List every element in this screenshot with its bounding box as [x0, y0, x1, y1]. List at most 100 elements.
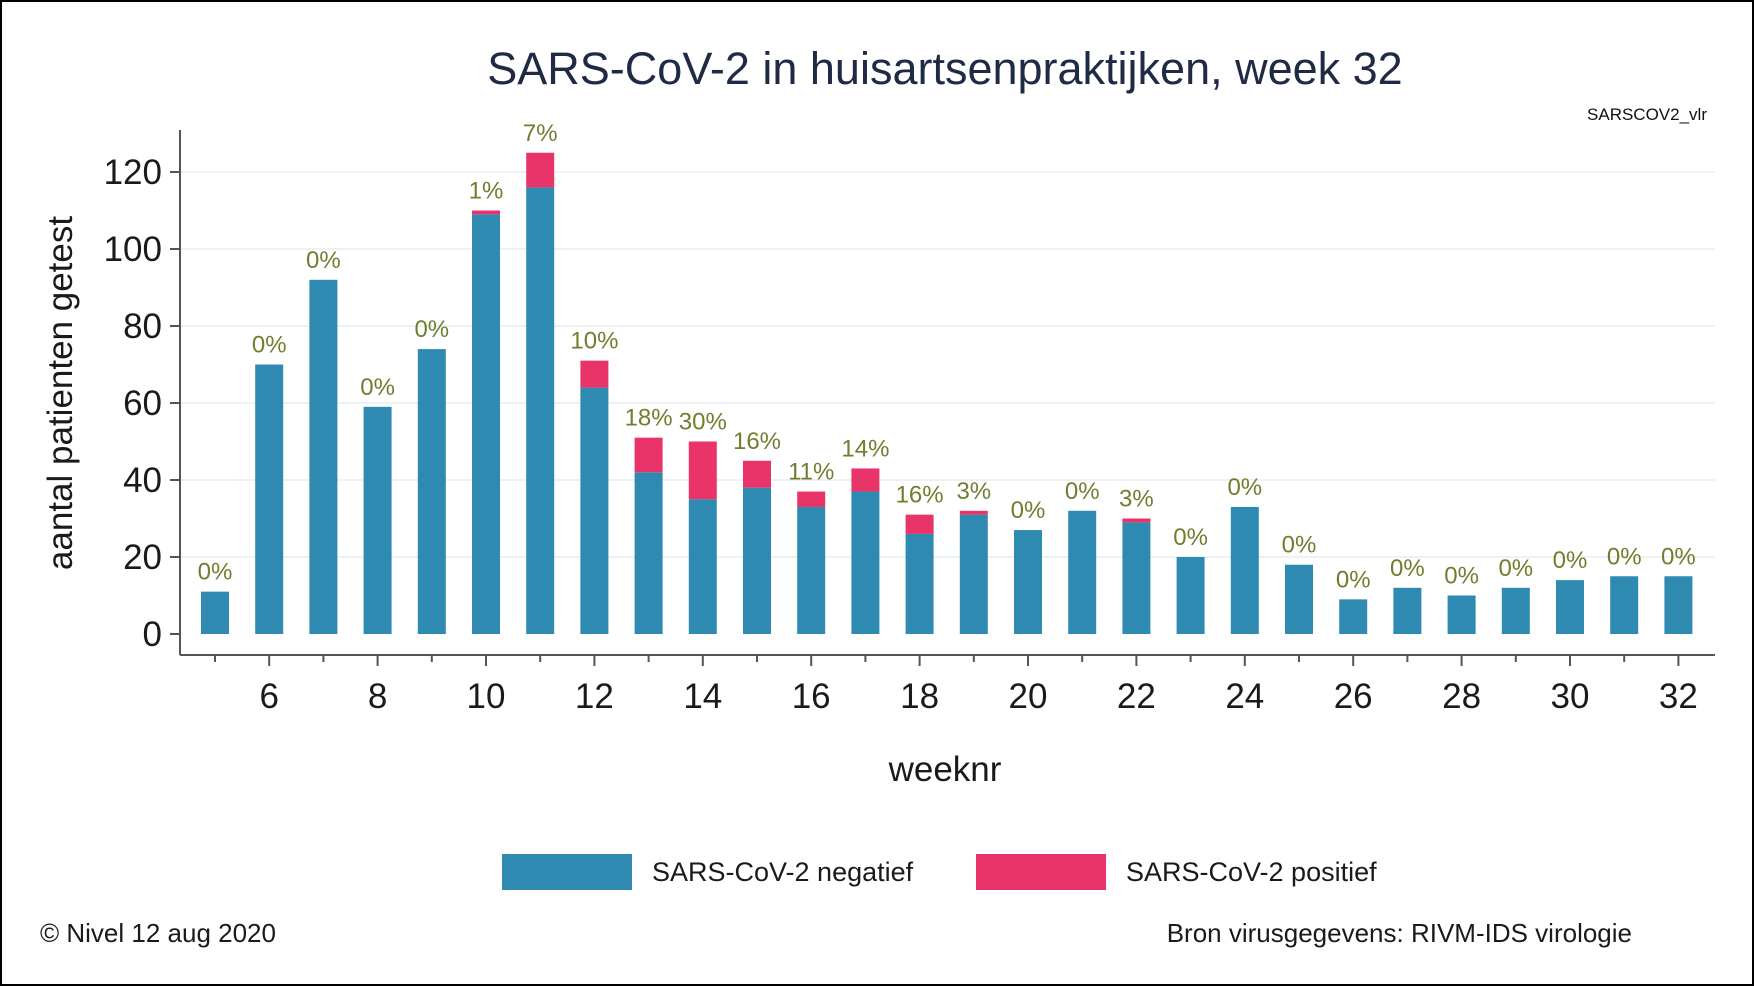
bar-negatief-week-18 — [905, 533, 934, 634]
y-tick-label: 120 — [104, 153, 162, 192]
bar-negatief-week-23 — [1176, 557, 1205, 634]
percent-label-week-31: 0% — [1607, 543, 1642, 570]
x-tick-label: 32 — [1659, 677, 1698, 716]
x-tick-label: 26 — [1334, 677, 1373, 716]
percent-label-week-6: 0% — [252, 332, 287, 359]
x-tick-labels: 6 8 10 12 14 16 18 20 22 24 26 28 30 32 — [259, 677, 1697, 716]
percent-label-week-7: 0% — [306, 247, 341, 274]
percent-labels-group: 0%0%0%0%0%1%7%10%18% 30%16%11%14%16% 3%0%0… — [198, 120, 1696, 594]
x-tick-label: 8 — [368, 677, 387, 716]
bar-positief-week-19 — [959, 510, 988, 515]
bar-negatief-week-21 — [1068, 510, 1097, 634]
percent-label-week-5: 0% — [198, 559, 233, 586]
percent-label-week-19: 3% — [956, 478, 991, 505]
bar-negatief-week-8 — [363, 406, 392, 634]
bar-negatief-week-25 — [1285, 564, 1313, 634]
footer-source: Bron virusgegevens: RIVM-IDS virologie — [1167, 918, 1632, 948]
x-tick-label: 28 — [1442, 677, 1481, 716]
bar-negatief-week-20 — [1014, 530, 1042, 634]
bar-negatief-week-30 — [1556, 580, 1584, 634]
percent-label-week-20: 0% — [1011, 497, 1046, 524]
legend-swatch-positief — [976, 854, 1106, 890]
bar-positief-week-18 — [905, 514, 934, 534]
y-tick-label: 20 — [123, 538, 162, 577]
bar-positief-week-12 — [580, 360, 609, 388]
legend-label-positief: SARS-CoV-2 positief — [1126, 857, 1377, 887]
x-tick-label: 14 — [683, 677, 722, 716]
bar-negatief-week-12 — [580, 387, 609, 634]
bar-positief-week-16 — [797, 491, 826, 507]
percent-label-week-32: 0% — [1661, 543, 1696, 570]
y-tick-label: 80 — [123, 307, 162, 346]
percent-label-week-10: 1% — [469, 178, 504, 205]
axes-group — [170, 130, 1715, 666]
bar-negatief-week-27 — [1393, 587, 1422, 634]
bar-negatief-week-10 — [472, 214, 500, 634]
percent-label-week-21: 0% — [1065, 478, 1100, 505]
x-tick-label: 16 — [792, 677, 831, 716]
bar-negatief-week-13 — [634, 472, 663, 634]
percent-label-week-29: 0% — [1498, 555, 1533, 582]
bar-negatief-week-14 — [688, 499, 717, 634]
x-tick-label: 24 — [1225, 677, 1264, 716]
legend: SARS-CoV-2 negatief SARS-CoV-2 positief — [502, 854, 1377, 890]
percent-label-week-28: 0% — [1444, 563, 1479, 590]
x-tick-label: 30 — [1551, 677, 1590, 716]
percent-label-week-8: 0% — [360, 374, 395, 401]
footer-copyright: © Nivel 12 aug 2020 — [40, 918, 276, 948]
bar-negatief-week-32 — [1664, 576, 1693, 634]
legend-swatch-negatief — [502, 854, 632, 890]
bar-negatief-week-5 — [201, 591, 229, 634]
chart-code-label: SARSCOV2_vlr — [1587, 105, 1707, 124]
bar-negatief-week-22 — [1122, 522, 1151, 634]
bar-negatief-week-15 — [743, 487, 771, 634]
x-axis-label: weeknr — [888, 750, 1002, 789]
bar-positief-week-22 — [1122, 518, 1151, 523]
bar-negatief-week-16 — [797, 506, 826, 634]
y-tick-label: 100 — [104, 230, 162, 269]
x-tick-label: 22 — [1117, 677, 1156, 716]
percent-label-week-23: 0% — [1173, 524, 1208, 551]
bar-negatief-week-29 — [1501, 587, 1530, 634]
y-tick-label: 60 — [123, 384, 162, 423]
percent-label-week-25: 0% — [1282, 532, 1317, 559]
bar-negatief-week-6 — [255, 364, 284, 634]
bar-positief-week-13 — [634, 437, 663, 473]
percent-label-week-22: 3% — [1119, 486, 1154, 513]
percent-label-week-17: 14% — [841, 435, 889, 462]
percent-label-week-30: 0% — [1553, 547, 1588, 574]
percent-label-week-18: 16% — [896, 482, 944, 509]
percent-label-week-9: 0% — [414, 316, 449, 343]
bar-negatief-week-19 — [959, 514, 988, 634]
y-tick-label: 40 — [123, 461, 162, 500]
bar-positief-week-14 — [688, 441, 717, 500]
bar-negatief-week-9 — [417, 349, 446, 634]
bar-negatief-week-24 — [1230, 506, 1259, 634]
y-axis-label: aantal patienten getest — [41, 216, 80, 570]
percent-label-week-16: 11% — [788, 459, 834, 486]
y-tick-label: 0 — [143, 615, 162, 654]
bars-group — [201, 152, 1693, 634]
percent-label-week-11: 7% — [523, 120, 558, 147]
percent-label-week-15: 16% — [733, 428, 781, 455]
percent-label-week-13: 18% — [625, 405, 673, 432]
x-tick-label: 18 — [900, 677, 939, 716]
bar-positief-week-17 — [851, 468, 880, 492]
grid-lines — [180, 171, 1715, 558]
bar-negatief-week-7 — [309, 279, 338, 634]
bar-negatief-week-17 — [851, 491, 880, 634]
chart-title: SARS-CoV-2 in huisartsenpraktijken, week… — [487, 43, 1402, 94]
x-tick-label: 6 — [259, 677, 278, 716]
legend-label-negatief: SARS-CoV-2 negatief — [652, 857, 914, 887]
percent-label-week-26: 0% — [1336, 566, 1371, 593]
percent-label-week-12: 10% — [570, 328, 618, 355]
percent-label-week-24: 0% — [1227, 474, 1262, 501]
bar-positief-week-15 — [743, 460, 771, 488]
x-tick-label: 10 — [467, 677, 506, 716]
bar-negatief-week-11 — [526, 187, 555, 634]
bar-positief-week-10 — [472, 210, 500, 215]
percent-label-week-14: 30% — [679, 409, 727, 436]
bar-negatief-week-31 — [1610, 576, 1639, 634]
x-tick-label: 12 — [575, 677, 614, 716]
